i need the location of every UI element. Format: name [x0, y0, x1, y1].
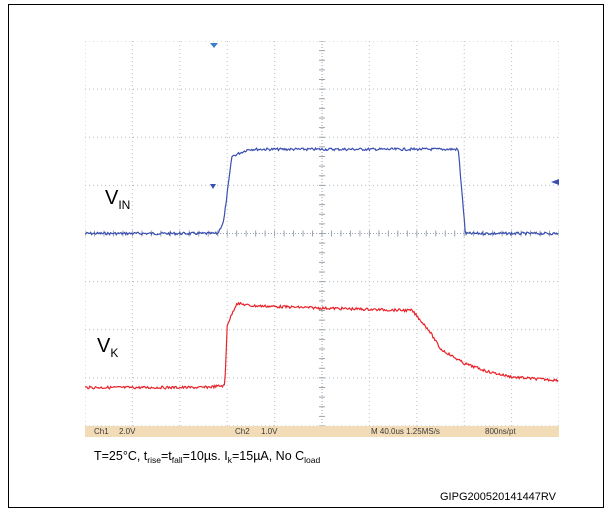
- vin-label: VIN: [105, 187, 130, 212]
- test-conditions-caption: T=25°C, trise=tfall=10µs. Ik=15µA, No Cl…: [94, 449, 320, 465]
- vin-label-sub: IN: [118, 198, 131, 212]
- caption-part-4: =15µA, No C: [231, 449, 305, 463]
- ch2-scale: 1.0V: [261, 427, 278, 436]
- vk-label-main: V: [97, 335, 111, 357]
- grid: [85, 41, 559, 427]
- figure-frame: Ch1 2.0V Ch2 1.0V M 40.0us 1.25MS/s 800n…: [8, 4, 604, 508]
- traces: [85, 146, 559, 390]
- caption-part-2: =t: [161, 449, 172, 463]
- ch1-label: Ch1: [94, 427, 109, 436]
- vk-label-sub: K: [110, 346, 119, 360]
- caption-part-3: =10µs. I: [182, 449, 228, 463]
- trace-ch2: [85, 301, 559, 390]
- caption-part-1: T=25°C, t: [94, 449, 148, 463]
- status-bar: [85, 426, 559, 437]
- ch2-label: Ch2: [235, 427, 250, 436]
- timebase-readout: M 40.0us 1.25MS/s: [371, 427, 440, 436]
- plot-area: [85, 41, 559, 437]
- figure-id: GIPG200520141447RV: [440, 491, 556, 503]
- ch1-scale: 2.0V: [119, 427, 136, 436]
- caption-sub-fall: fall: [171, 455, 183, 465]
- trace-ch1: [85, 146, 559, 237]
- caption-sub-load: load: [304, 455, 321, 465]
- caption-sub-k: k: [227, 455, 232, 465]
- vk-label: VK: [97, 335, 118, 360]
- edge-marker: [210, 184, 216, 189]
- oscilloscope-screen: Ch1 2.0V Ch2 1.0V M 40.0us 1.25MS/s 800n…: [85, 41, 559, 437]
- caption-sub-rise: rise: [147, 455, 161, 465]
- markers: [210, 43, 559, 189]
- record-length-readout: 800ns/pt: [485, 427, 516, 436]
- trigger-level-marker: [551, 179, 559, 185]
- vin-label-main: V: [105, 187, 119, 209]
- trigger-position-marker: [210, 43, 218, 48]
